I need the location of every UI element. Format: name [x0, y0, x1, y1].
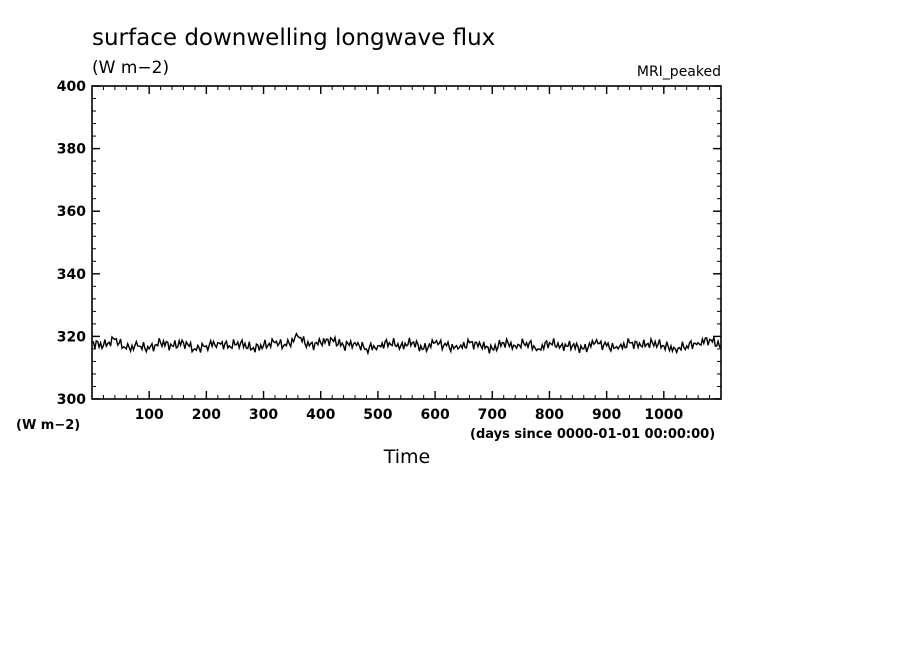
x-tick-label: 200 [192, 407, 221, 423]
x-axis-title: Time [383, 446, 431, 468]
series-line [91, 332, 722, 356]
x-tick-label: 900 [592, 407, 621, 423]
x-tick-label: 400 [306, 407, 335, 423]
y-units-label: (W m−2) [16, 418, 80, 433]
chart-title: surface downwelling longwave flux [92, 25, 495, 51]
y-tick-label: 320 [57, 329, 86, 345]
y-axis: 300 320 340 360 380 400 [57, 79, 721, 408]
x-tick-label: 1000 [644, 407, 683, 423]
y-tick-label: 300 [57, 392, 86, 408]
model-label: MRI_peaked [637, 64, 721, 80]
y-tick-label: 360 [57, 204, 86, 220]
x-tick-label: 300 [249, 407, 278, 423]
x-units-note: (days since 0000-01-01 00:00:00) [470, 427, 715, 442]
y-tick-label: 340 [57, 267, 86, 283]
x-axis: 100 200 300 400 500 600 700 800 900 1000 [102, 86, 711, 423]
y-tick-label: 380 [57, 142, 86, 158]
plot-frame [91, 85, 722, 400]
x-tick-label: 700 [478, 407, 507, 423]
x-tick-label: 600 [420, 407, 449, 423]
y-tick-label: 400 [57, 79, 86, 95]
x-tick-label: 500 [363, 407, 392, 423]
x-tick-label: 800 [535, 407, 564, 423]
x-tick-label: 100 [135, 407, 164, 423]
title-units: (W m−2) [92, 58, 169, 78]
